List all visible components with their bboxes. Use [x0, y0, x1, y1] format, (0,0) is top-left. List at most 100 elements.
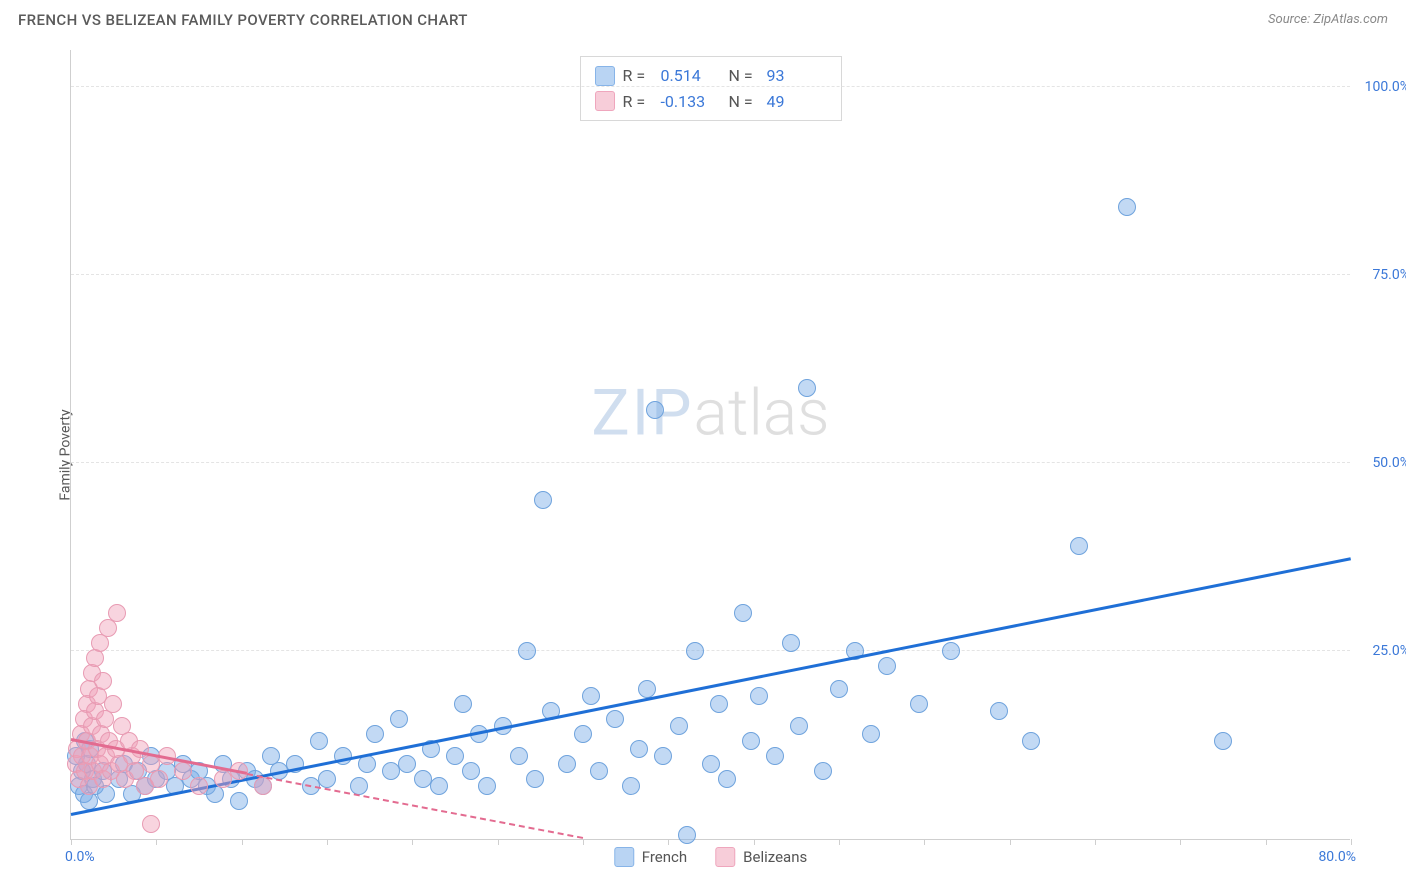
data-point	[366, 725, 384, 743]
data-point	[750, 687, 768, 705]
x-tick	[498, 839, 499, 845]
plot-area: ZIPatlas R =0.514N =93R =-0.133N =49 0.0…	[70, 50, 1350, 840]
data-point	[318, 770, 336, 788]
legend-label: Belizeans	[743, 848, 807, 866]
data-point	[782, 634, 800, 652]
data-point	[310, 732, 328, 750]
data-point	[534, 491, 552, 509]
x-tick	[583, 839, 584, 845]
data-point	[622, 777, 640, 795]
data-point	[190, 777, 208, 795]
x-tick	[1180, 839, 1181, 845]
data-point	[814, 762, 832, 780]
chart-container: Family Poverty ZIPatlas R =0.514N =93R =…	[40, 50, 1380, 860]
data-point	[574, 725, 592, 743]
data-point	[654, 747, 672, 765]
y-tick-label: 75.0%	[1372, 267, 1406, 283]
source-attribution: Source: ZipAtlas.com	[1268, 12, 1388, 27]
x-tick	[412, 839, 413, 845]
x-tick	[754, 839, 755, 845]
x-tick	[668, 839, 669, 845]
x-tick	[1351, 839, 1352, 845]
n-value: 49	[767, 89, 827, 115]
data-point	[142, 815, 160, 833]
data-point	[398, 755, 416, 773]
data-point	[230, 792, 248, 810]
data-point	[798, 379, 816, 397]
stats-legend: R =0.514N =93R =-0.133N =49	[580, 56, 842, 121]
data-point	[678, 826, 696, 844]
y-tick-label: 25.0%	[1372, 643, 1406, 659]
x-tick	[327, 839, 328, 845]
data-point	[94, 672, 112, 690]
chart-title: FRENCH VS BELIZEAN FAMILY POVERTY CORREL…	[18, 11, 468, 29]
legend-swatch	[595, 66, 615, 86]
data-point	[790, 717, 808, 735]
data-point	[174, 762, 192, 780]
data-point	[990, 702, 1008, 720]
x-tick	[156, 839, 157, 845]
data-point	[718, 770, 736, 788]
data-point	[254, 777, 272, 795]
data-point	[862, 725, 880, 743]
data-point	[670, 717, 688, 735]
legend-swatch	[614, 847, 634, 867]
stats-legend-row: R = -0.133 N = 49	[595, 89, 827, 115]
data-point	[478, 777, 496, 795]
data-point	[702, 755, 720, 773]
x-tick	[1266, 839, 1267, 845]
r-label: R =	[623, 89, 653, 115]
data-point	[878, 657, 896, 675]
x-tick	[71, 839, 72, 845]
legend-swatch	[715, 847, 735, 867]
data-point	[430, 777, 448, 795]
y-tick-label: 50.0%	[1372, 455, 1406, 471]
data-point	[830, 680, 848, 698]
data-point	[454, 695, 472, 713]
data-point	[1214, 732, 1232, 750]
data-point	[734, 604, 752, 622]
series-legend: French Belizeans	[614, 847, 807, 867]
data-point	[108, 604, 126, 622]
data-point	[606, 710, 624, 728]
data-point	[99, 619, 117, 637]
data-point	[742, 732, 760, 750]
data-point	[1118, 198, 1136, 216]
data-point	[446, 747, 464, 765]
legend-item: Belizeans	[715, 847, 807, 867]
data-point	[766, 747, 784, 765]
x-tick	[924, 839, 925, 845]
x-tick	[1010, 839, 1011, 845]
watermark-zip: ZIP	[591, 375, 693, 450]
data-point	[646, 401, 664, 419]
data-point	[942, 642, 960, 660]
data-point	[710, 695, 728, 713]
y-tick-label: 100.0%	[1365, 79, 1406, 95]
x-axis-max-label: 80.0%	[1318, 849, 1356, 865]
x-tick	[242, 839, 243, 845]
data-point	[390, 710, 408, 728]
data-point	[150, 770, 168, 788]
grid-line	[71, 274, 1350, 275]
data-point	[104, 695, 122, 713]
data-point	[1022, 732, 1040, 750]
data-point	[630, 740, 648, 758]
data-point	[910, 695, 928, 713]
grid-line	[71, 650, 1350, 651]
data-point	[582, 687, 600, 705]
x-tick	[839, 839, 840, 845]
legend-label: French	[642, 848, 687, 866]
data-point	[462, 762, 480, 780]
n-label: N =	[729, 89, 759, 115]
data-point	[526, 770, 544, 788]
r-value: -0.133	[661, 89, 721, 115]
data-point	[1070, 537, 1088, 555]
legend-item: French	[614, 847, 687, 867]
data-point	[590, 762, 608, 780]
grid-line	[71, 86, 1350, 87]
watermark: ZIPatlas	[591, 375, 829, 450]
grid-line	[71, 462, 1350, 463]
data-point	[686, 642, 704, 660]
x-axis-min-label: 0.0%	[65, 849, 95, 865]
data-point	[518, 642, 536, 660]
